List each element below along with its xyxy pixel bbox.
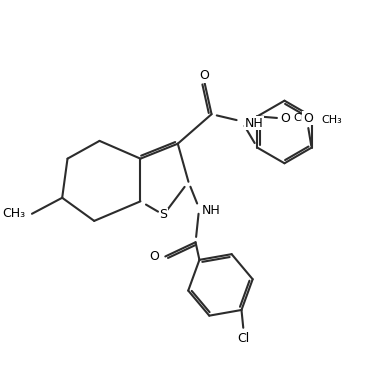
Text: CH₃: CH₃ — [321, 114, 342, 125]
Text: NH: NH — [245, 116, 263, 130]
Text: S: S — [160, 209, 167, 221]
Text: CH₃: CH₃ — [294, 113, 314, 123]
Text: O: O — [149, 250, 159, 263]
Text: CH₃: CH₃ — [3, 207, 26, 220]
Text: O: O — [200, 69, 209, 82]
Text: O: O — [280, 112, 290, 125]
Text: NH: NH — [202, 204, 221, 217]
Text: Cl: Cl — [237, 332, 250, 345]
Text: O: O — [303, 111, 313, 125]
